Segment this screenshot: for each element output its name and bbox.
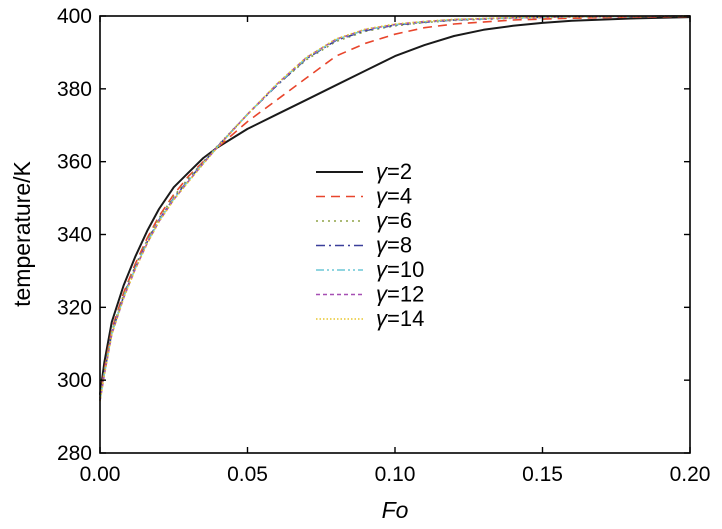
y-tick-label: 320	[57, 296, 92, 319]
y-tick-label: 380	[57, 78, 92, 101]
y-tick-label: 360	[57, 151, 92, 174]
legend-gamma-value: =10	[387, 257, 424, 282]
x-tick-label: 0.20	[670, 463, 711, 486]
x-tick-label: 0.10	[375, 463, 416, 486]
y-tick-label: 300	[57, 369, 92, 392]
legend-entry-5: γ=10	[316, 257, 424, 282]
y-tick-label: 280	[57, 442, 92, 465]
series-line-2	[99, 15, 691, 399]
y-axis-title: temperature/K	[9, 160, 35, 306]
legend-gamma-value: =2	[387, 159, 412, 184]
legend-label: γ=12	[376, 282, 424, 307]
legend-gamma-symbol: γ	[376, 257, 389, 282]
legend-gamma-symbol: γ	[376, 184, 389, 209]
series-layer	[99, 15, 691, 402]
legend-label: γ=2	[376, 159, 412, 184]
legend: γ=2γ=4γ=6γ=8γ=10γ=12γ=14	[316, 159, 424, 331]
legend-gamma-value: =6	[387, 208, 412, 233]
legend-gamma-value: =4	[387, 184, 412, 209]
legend-gamma-symbol: γ	[376, 306, 389, 331]
legend-entry-1: γ=2	[316, 159, 412, 184]
legend-entry-3: γ=6	[316, 208, 412, 233]
legend-entry-6: γ=12	[316, 282, 424, 307]
ticks-layer	[99, 15, 691, 454]
x-tick-label: 0.00	[80, 463, 121, 486]
series-line-7	[99, 15, 691, 402]
series-line-1	[99, 16, 691, 395]
legend-entry-7: γ=14	[316, 306, 424, 331]
legend-label: γ=8	[376, 233, 412, 258]
x-axis-title: Fo	[382, 497, 409, 523]
legend-label: γ=10	[376, 257, 424, 282]
legend-entry-4: γ=8	[316, 233, 412, 258]
x-tick-label: 0.05	[227, 463, 268, 486]
legend-gamma-value: =14	[387, 306, 424, 331]
tick-labels-layer: 0.00 0.05 0.10 0.15 0.20 280 300 320 340 360 380 40…	[57, 5, 710, 486]
legend-gamma-value: =12	[387, 282, 424, 307]
legend-gamma-symbol: γ	[376, 282, 389, 307]
y-tick-label: 340	[57, 224, 92, 247]
legend-gamma-value: =8	[387, 233, 412, 258]
x-tick-label: 0.15	[522, 463, 563, 486]
legend-gamma-symbol: γ	[376, 159, 389, 184]
legend-label: γ=14	[376, 306, 424, 331]
y-tick-label: 400	[57, 5, 92, 28]
legend-label: γ=6	[376, 208, 412, 233]
legend-label: γ=4	[376, 184, 412, 209]
legend-gamma-symbol: γ	[376, 233, 389, 258]
legend-gamma-symbol: γ	[376, 208, 389, 233]
legend-entry-2: γ=4	[316, 184, 412, 209]
